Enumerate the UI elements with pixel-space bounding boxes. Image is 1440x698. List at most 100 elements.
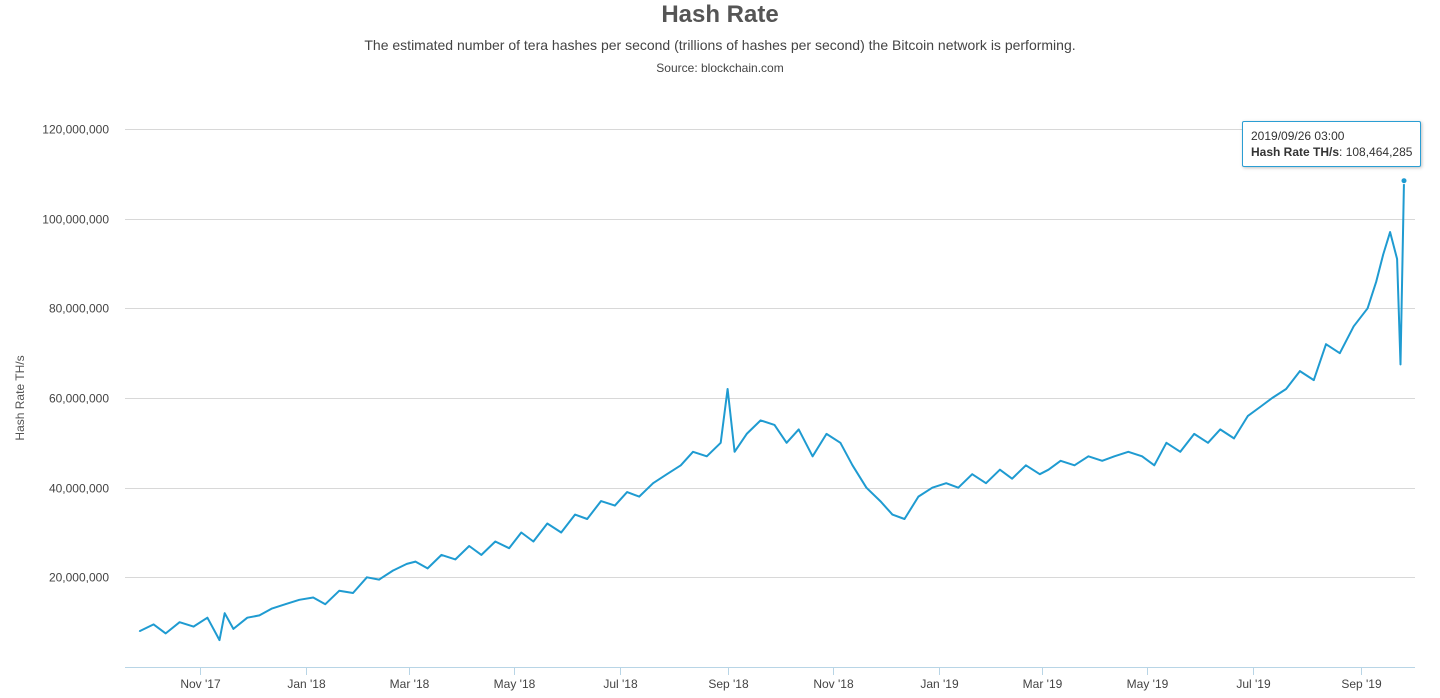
data-point[interactable]	[719, 442, 722, 444]
data-point[interactable]	[1141, 455, 1143, 458]
data-point[interactable]	[1025, 464, 1027, 467]
data-point[interactable]	[638, 495, 640, 498]
data-point[interactable]	[494, 540, 497, 543]
data-point[interactable]	[532, 540, 535, 543]
data-point[interactable]	[232, 628, 235, 630]
data-point[interactable]	[1382, 253, 1384, 256]
data-point[interactable]	[414, 560, 417, 563]
data-point[interactable]	[480, 554, 483, 556]
data-point[interactable]	[392, 569, 394, 572]
data-point[interactable]	[1247, 415, 1249, 417]
data-point[interactable]	[574, 513, 576, 516]
data-point[interactable]	[652, 482, 654, 485]
data-point[interactable]	[206, 616, 209, 619]
data-point[interactable]	[865, 486, 868, 489]
data-point[interactable]	[440, 554, 443, 556]
data-point[interactable]	[338, 590, 341, 592]
data-point[interactable]	[957, 486, 960, 489]
data-point[interactable]	[1233, 437, 1235, 440]
data-point[interactable]	[1207, 442, 1209, 444]
data-point[interactable]	[1352, 325, 1355, 328]
data-point[interactable]	[626, 491, 628, 493]
data-point[interactable]	[1313, 379, 1315, 381]
data-point[interactable]	[223, 612, 226, 614]
data-point[interactable]	[797, 428, 800, 431]
data-point[interactable]	[666, 473, 668, 476]
data-point[interactable]	[378, 578, 380, 581]
data-point[interactable]	[152, 623, 155, 626]
data-point[interactable]	[1193, 433, 1195, 435]
data-point[interactable]	[178, 621, 181, 623]
data-point[interactable]	[1285, 388, 1287, 390]
data-point[interactable]	[546, 522, 549, 525]
data-point[interactable]	[1059, 460, 1062, 462]
data-point[interactable]	[692, 451, 694, 453]
data-point[interactable]	[520, 531, 523, 534]
data-point[interactable]	[1389, 231, 1391, 233]
data-point[interactable]	[284, 603, 287, 605]
data-point[interactable]	[1047, 468, 1050, 471]
data-point[interactable]	[560, 531, 562, 534]
data-point[interactable]	[454, 558, 457, 561]
data-point[interactable]	[614, 504, 616, 507]
data-point[interactable]	[246, 616, 249, 619]
data-point[interactable]	[1259, 406, 1261, 408]
data-point[interactable]	[903, 518, 906, 520]
data-point[interactable]	[138, 630, 141, 632]
hash-rate-series-line[interactable]	[139, 180, 1405, 642]
data-point[interactable]	[985, 482, 987, 485]
data-point[interactable]	[745, 433, 748, 435]
data-point[interactable]	[733, 451, 736, 453]
data-point[interactable]	[1271, 397, 1273, 399]
data-point[interactable]	[298, 599, 301, 601]
data-point[interactable]	[312, 596, 315, 599]
data-point[interactable]	[917, 495, 920, 498]
data-point[interactable]	[192, 625, 195, 628]
data-point[interactable]	[1039, 473, 1041, 476]
data-point[interactable]	[258, 614, 261, 617]
data-point[interactable]	[785, 442, 788, 444]
data-point[interactable]	[773, 424, 776, 426]
data-point[interactable]	[218, 639, 221, 641]
data-point[interactable]	[945, 482, 947, 485]
data-point[interactable]	[508, 547, 510, 549]
data-point[interactable]	[324, 603, 327, 605]
data-point[interactable]	[1073, 464, 1076, 467]
data-point[interactable]	[839, 442, 842, 444]
data-point[interactable]	[1101, 460, 1103, 462]
data-point[interactable]	[1179, 451, 1182, 453]
data-point[interactable]	[1165, 442, 1168, 444]
data-point[interactable]	[1113, 455, 1116, 458]
data-point[interactable]	[366, 576, 368, 579]
data-point[interactable]	[1396, 258, 1398, 260]
data-point[interactable]	[1399, 363, 1402, 366]
data-point[interactable]	[426, 567, 429, 570]
data-point[interactable]	[1087, 455, 1090, 458]
data-point[interactable]	[600, 500, 602, 502]
data-point[interactable]	[586, 518, 588, 520]
data-point[interactable]	[811, 455, 814, 458]
data-point[interactable]	[759, 419, 762, 422]
data-point[interactable]	[971, 473, 973, 476]
data-point[interactable]	[851, 464, 854, 467]
data-point[interactable]	[680, 464, 682, 467]
data-point[interactable]	[931, 486, 934, 489]
data-point[interactable]	[706, 455, 708, 458]
data-point[interactable]	[270, 607, 273, 610]
data-point[interactable]	[352, 592, 354, 594]
data-point[interactable]	[825, 433, 828, 435]
data-point[interactable]	[1219, 428, 1221, 431]
data-point[interactable]	[999, 468, 1001, 471]
data-point[interactable]	[1153, 464, 1156, 467]
data-point[interactable]	[1011, 477, 1013, 480]
data-point[interactable]	[1366, 307, 1369, 310]
data-point[interactable]	[468, 545, 471, 547]
data-point[interactable]	[406, 563, 408, 565]
data-point[interactable]	[726, 388, 729, 390]
data-point[interactable]	[1325, 343, 1327, 346]
data-point[interactable]	[1339, 352, 1341, 355]
data-point[interactable]	[879, 500, 882, 502]
data-point[interactable]	[1127, 451, 1130, 453]
data-point[interactable]	[1375, 280, 1378, 283]
